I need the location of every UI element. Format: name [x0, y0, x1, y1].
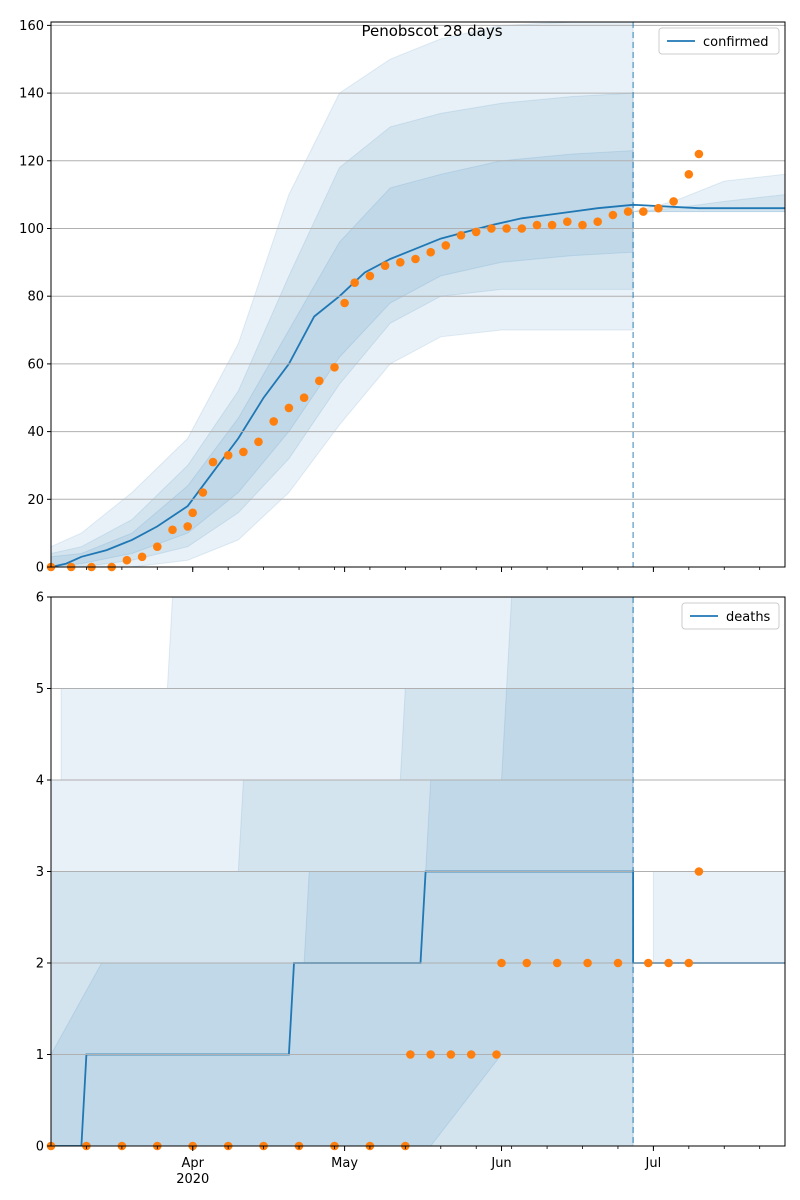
- observed-point: [183, 522, 192, 531]
- legend-label: confirmed: [703, 35, 769, 50]
- y-tick-label: 0: [36, 1140, 44, 1155]
- observed-point: [137, 552, 147, 562]
- observed-point: [441, 241, 451, 250]
- chart-title: Penobscot 28 days: [361, 22, 502, 40]
- observed-point: [694, 149, 704, 159]
- y-tick-label: 2: [36, 957, 44, 972]
- observed-point: [497, 958, 506, 968]
- confirmed-chart: 0 20 40 60 80 100 120 140 160 Penobscot 28 days co…: [19, 19, 786, 576]
- observed-point: [593, 217, 602, 226]
- x-tick-label: Jun: [490, 1156, 511, 1171]
- observed-point: [639, 207, 648, 216]
- observed-point: [239, 447, 248, 457]
- observed-point: [522, 958, 532, 968]
- y-tick-label: 4: [36, 774, 44, 789]
- observed-point: [254, 437, 263, 447]
- x-tick-label: Jul: [645, 1156, 662, 1171]
- observed-point: [223, 451, 233, 460]
- x-tick-label: May: [331, 1156, 358, 1171]
- observed-point: [406, 1050, 415, 1059]
- observed-point: [563, 217, 572, 226]
- legend-box: [658, 27, 780, 55]
- y-tick-label: 100: [19, 222, 44, 237]
- observed-point: [456, 231, 466, 240]
- observed-point: [532, 220, 542, 230]
- observed-point: [168, 525, 177, 535]
- legend-box: [681, 602, 780, 630]
- y-tick-label: 1: [36, 1048, 44, 1063]
- observed-point: [446, 1050, 456, 1059]
- observed-point: [471, 227, 481, 237]
- observed-point: [340, 298, 349, 308]
- y-tick-label: 5: [36, 682, 44, 697]
- observed-point: [517, 224, 527, 233]
- x-tick-label: Apr: [181, 1156, 204, 1171]
- observed-point: [380, 261, 390, 271]
- uncertainty-band: [51, 92, 634, 567]
- observed-point: [547, 220, 557, 230]
- uncertainty-band: [633, 871, 785, 964]
- observed-point: [608, 210, 618, 220]
- observed-point: [654, 203, 663, 213]
- observed-point: [284, 403, 294, 413]
- plot-area: [51, 22, 785, 567]
- y-tick-label: 3: [36, 865, 44, 880]
- observed-point: [299, 393, 309, 403]
- observed-point: [269, 417, 279, 426]
- observed-point: [153, 542, 162, 551]
- observed-point: [330, 363, 339, 372]
- legend-label: deaths: [726, 610, 771, 625]
- observed-point: [188, 508, 197, 518]
- observed-point: [502, 224, 511, 233]
- observed-point: [583, 958, 592, 968]
- y-tick-label: 160: [19, 19, 44, 34]
- y-tick-label: 0: [36, 561, 44, 576]
- observed-point: [623, 207, 633, 216]
- axes-frame: [50, 21, 786, 568]
- y-tick-label: 40: [27, 425, 44, 440]
- observed-point: [426, 247, 436, 257]
- observed-point: [613, 958, 623, 968]
- observed-point: [411, 254, 420, 264]
- observed-point: [487, 224, 496, 233]
- y-tick-label: 60: [27, 357, 44, 372]
- observed-point: [694, 867, 704, 876]
- observed-point: [122, 555, 132, 565]
- observed-point: [684, 958, 694, 968]
- observed-point: [466, 1050, 476, 1059]
- observed-point: [198, 488, 208, 497]
- x-tick-sublabel: 2020: [176, 1172, 209, 1187]
- observed-point: [669, 197, 678, 206]
- y-tick-label: 80: [27, 290, 44, 305]
- observed-point: [552, 958, 562, 968]
- y-tick-label: 20: [27, 493, 44, 508]
- observed-point: [644, 958, 653, 968]
- observed-point: [426, 1050, 436, 1059]
- observed-point: [684, 170, 694, 179]
- observed-point: [350, 278, 360, 288]
- y-tick-label: 120: [19, 154, 44, 169]
- uncertainty-band: [51, 688, 634, 1146]
- y-tick-label: 6: [36, 591, 44, 606]
- observed-point: [492, 1050, 501, 1059]
- y-tick-label: 140: [19, 87, 44, 102]
- observed-point: [396, 258, 405, 267]
- observed-point: [208, 457, 218, 467]
- observed-point: [664, 958, 673, 968]
- observed-point: [315, 376, 324, 386]
- observed-point: [365, 271, 375, 281]
- observed-point: [578, 220, 587, 230]
